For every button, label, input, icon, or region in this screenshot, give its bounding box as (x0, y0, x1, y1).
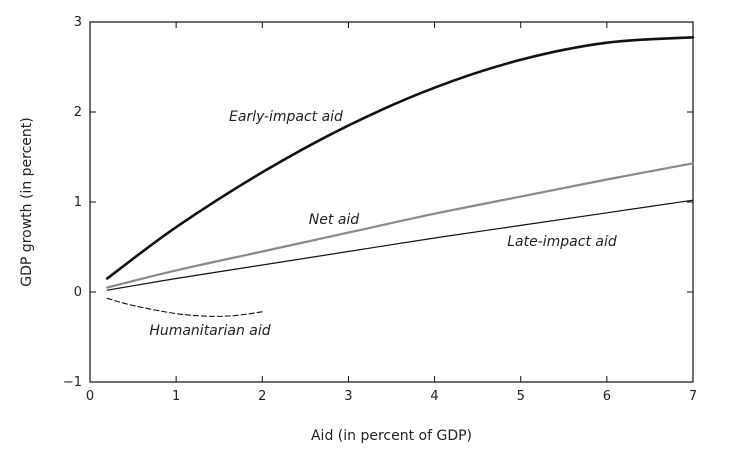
x-tick-label: 3 (344, 389, 352, 404)
x-tick-label: 5 (517, 389, 525, 404)
x-tick-label: 1 (172, 389, 180, 404)
series-label-late-impact-aid: Late-impact aid (507, 234, 617, 250)
series-line-early-impact-aid (105, 36, 695, 280)
y-tick-label: 2 (74, 105, 82, 120)
series-label-early-impact-aid: Early-impact aid (229, 109, 343, 125)
series-label-net-aid: Net aid (309, 212, 359, 228)
y-tick-label: 3 (74, 15, 82, 30)
y-tick-label: 0 (74, 285, 82, 300)
x-tick-label: 7 (689, 389, 697, 404)
x-tick-label: 2 (258, 389, 266, 404)
series-line-late-impact-aid (106, 199, 694, 291)
labels-layer: Early-impact aid Net aid Late-impact aid Hu… (149, 109, 617, 339)
x-tick-label: 4 (430, 389, 438, 404)
series-line-net-aid (106, 162, 695, 289)
series-line-humanitarian-aid (106, 297, 263, 317)
series-label-humanitarian-aid: Humanitarian aid (149, 323, 270, 339)
series-layer (105, 36, 695, 317)
y-tick-label: −1 (63, 375, 82, 390)
ticks-layer: 0 1 2 3 4 5 6 7 −1 0 1 2 3 (63, 15, 697, 404)
x-tick-label: 6 (603, 389, 611, 404)
x-tick-label: 0 (86, 389, 94, 404)
y-tick-label: 1 (74, 195, 82, 210)
x-axis-label: Aid (in percent of GDP) (311, 428, 472, 444)
y-axis-label: GDP growth (in percent) (19, 117, 35, 286)
